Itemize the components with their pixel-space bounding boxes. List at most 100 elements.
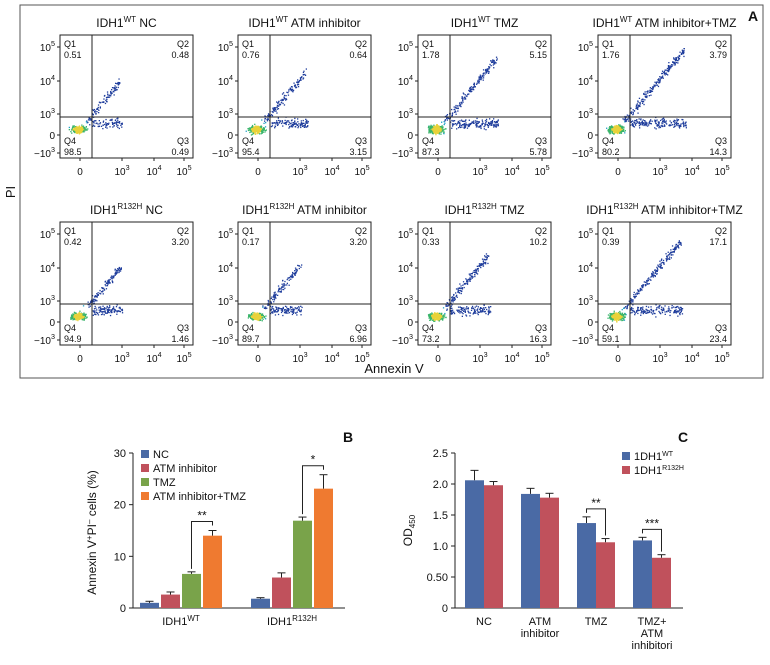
event-dot (116, 310, 118, 312)
event-dot (275, 121, 277, 124)
event-dot (288, 279, 290, 281)
event-dot (105, 122, 107, 124)
event-dot (104, 102, 107, 105)
event-dot (477, 267, 479, 270)
event-dot (293, 85, 296, 87)
event-dot (92, 300, 94, 302)
event-dot (607, 317, 609, 319)
x-tick-label: 105 (534, 163, 549, 178)
event-dot (678, 124, 680, 126)
event-dot (305, 118, 307, 120)
event-dot (296, 81, 298, 83)
event-dot (459, 306, 461, 308)
event-dot (266, 307, 268, 309)
event-dot (111, 280, 113, 282)
event-dot (78, 311, 80, 314)
event-dot (444, 115, 447, 118)
event-dot (109, 306, 111, 308)
event-dot (464, 98, 466, 100)
event-dot (649, 120, 651, 122)
quadrant-value-q4: 98.5 (64, 147, 82, 157)
event-dot (480, 266, 482, 269)
y-tick-label: 105 (398, 39, 413, 54)
event-dot (649, 89, 651, 91)
event-dot (679, 51, 681, 53)
event-dot (466, 279, 468, 281)
event-dot (431, 315, 433, 317)
event-dot (258, 319, 260, 321)
event-dot (480, 263, 482, 265)
event-dot (465, 119, 467, 121)
event-dot (662, 75, 664, 77)
event-dot (101, 101, 104, 103)
event-dot (76, 125, 78, 128)
event-dot (446, 305, 448, 307)
event-dot (72, 315, 74, 318)
event-dot (117, 119, 119, 121)
event-dot (281, 283, 283, 285)
event-dot (254, 126, 256, 128)
event-dot (112, 122, 114, 124)
event-dot (298, 123, 300, 125)
event-dot (262, 130, 264, 132)
event-dot (636, 103, 638, 105)
event-dot (277, 309, 280, 311)
event-dot (103, 307, 106, 309)
event-dot (105, 285, 107, 287)
event-dot (476, 82, 478, 84)
event-dot (291, 311, 293, 313)
event-dot (432, 317, 434, 319)
event-dot (117, 268, 119, 270)
event-dot (428, 132, 430, 134)
event-dot (640, 124, 642, 126)
event-dot (442, 307, 445, 309)
y-tick-label: 104 (218, 73, 233, 88)
event-dot (103, 289, 106, 291)
event-dot (72, 128, 74, 130)
event-dot (438, 128, 440, 130)
event-dot (489, 312, 491, 314)
event-dot (294, 85, 296, 88)
event-dot (685, 127, 687, 129)
event-dot (468, 90, 471, 93)
event-dot (92, 301, 94, 303)
x-tick-label: 104 (324, 163, 339, 178)
event-dot (443, 123, 445, 126)
event-dot (493, 124, 496, 126)
event-dot (632, 123, 634, 126)
event-dot (297, 124, 299, 126)
y-tick-label: 104 (398, 73, 413, 88)
quadrant-value-q1: 1.76 (602, 50, 620, 60)
event-dot (458, 122, 460, 124)
event-dot (616, 129, 618, 132)
event-dot (111, 311, 113, 313)
y-tick-label: 103 (218, 106, 233, 121)
event-dot (106, 306, 108, 308)
event-dot (435, 128, 437, 130)
event-dot (290, 309, 292, 311)
event-dot (623, 126, 625, 128)
event-dot (440, 315, 442, 318)
event-dot (462, 101, 464, 103)
event-dot (641, 102, 644, 104)
event-dot (482, 265, 484, 267)
event-dot (495, 126, 497, 128)
event-dot (484, 69, 487, 72)
event-dot (466, 127, 469, 129)
event-dot (677, 119, 680, 121)
event-dot (432, 319, 434, 321)
event-dot (251, 124, 254, 127)
event-dot (109, 314, 112, 317)
event-dot (279, 307, 281, 310)
event-dot (260, 133, 262, 135)
event-dot (669, 65, 671, 67)
event-dot (434, 314, 437, 316)
event-dot (483, 128, 485, 130)
event-dot (293, 311, 295, 313)
event-dot (650, 88, 653, 90)
event-dot (261, 320, 263, 322)
event-dot (457, 288, 459, 290)
event-dot (630, 121, 632, 123)
event-dot (443, 315, 445, 317)
event-dot (441, 125, 443, 127)
